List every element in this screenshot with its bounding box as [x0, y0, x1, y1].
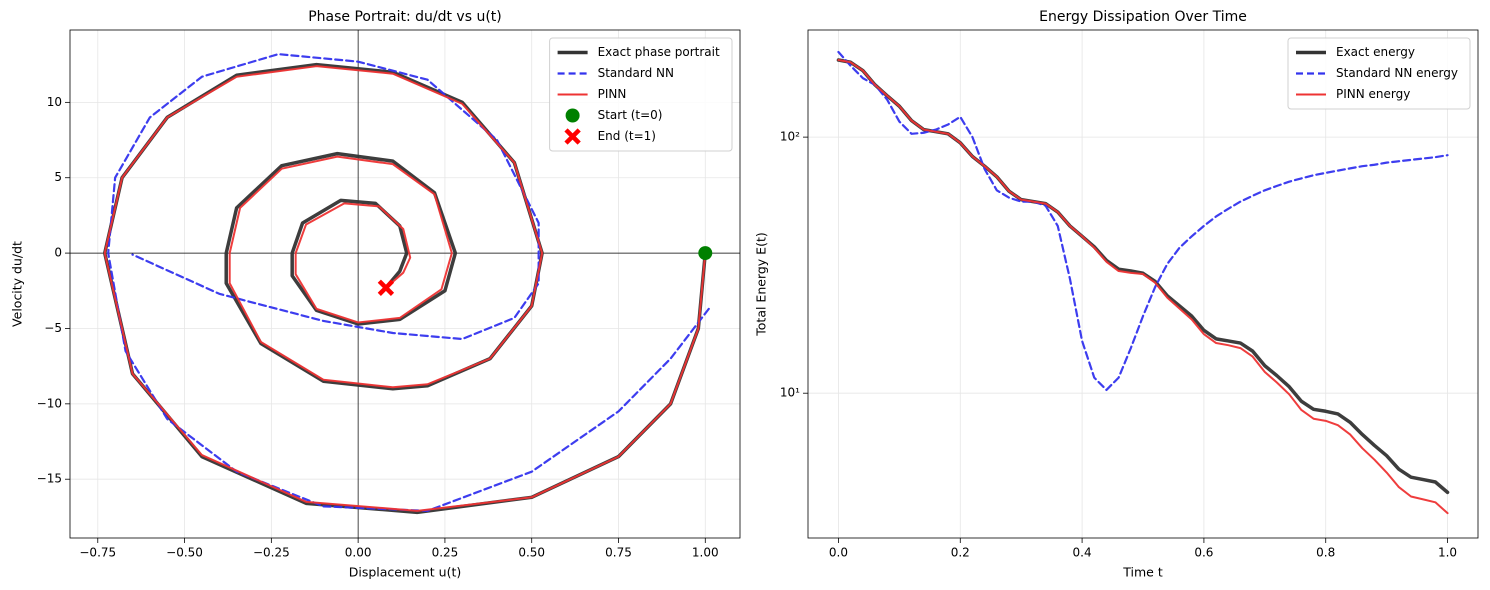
axes: 0.0 0.2 0.4 0.6 0.8 1.0 10¹ 10² [780, 30, 1478, 560]
x-axis-label: Displacement u(t) [349, 565, 461, 580]
y-tick-label: 5 [54, 170, 62, 184]
legend-swatch [565, 108, 580, 123]
x-axis-label: Time t [1122, 565, 1163, 580]
legend-label: PINN [598, 87, 627, 101]
end-marker [377, 279, 395, 296]
y-tick-label: 10² [780, 130, 800, 144]
legend-label: Standard NN [598, 66, 674, 80]
series-line [837, 59, 1449, 515]
plot-content [836, 50, 1450, 515]
y-axis-label: Velocity du/dt [10, 241, 25, 327]
y-tick-label: 10 [47, 95, 62, 109]
legend-label: Exact phase portrait [598, 45, 720, 59]
legend-box [1287, 37, 1471, 110]
legend-label: End (t=1) [598, 129, 656, 143]
legend: Exact phase portrait Standard NN PINN Start… [549, 37, 733, 152]
y-tick-label: −5 [44, 321, 62, 335]
y-tick-label: 10¹ [780, 386, 800, 400]
chart-title: Phase Portrait: du/dt vs u(t) [308, 9, 502, 25]
legend-label: Standard NN energy [1336, 66, 1458, 80]
x-tick-label: 0.4 [1073, 546, 1092, 560]
start-marker [698, 246, 713, 261]
legend-label: Exact energy [1336, 45, 1415, 59]
x-tick-label: −0.50 [166, 546, 203, 560]
x-tick-label: 0.00 [345, 546, 372, 560]
x-tick-label: 0.2 [951, 546, 970, 560]
axes-frame [69, 29, 741, 539]
x-tick-label: 0.8 [1316, 546, 1335, 560]
x-tick-label: 0.6 [1194, 546, 1213, 560]
plot-content [70, 30, 740, 538]
legend-box [549, 37, 733, 152]
series-line [107, 53, 710, 512]
legend: Exact energy Standard NN energy PINN energ… [1287, 37, 1471, 110]
x-tick-label: 0.0 [829, 546, 848, 560]
x-tick-label: 1.0 [1438, 546, 1457, 560]
x-tick-label: 0.75 [605, 546, 632, 560]
series-line [103, 65, 707, 512]
y-tick-label: 0 [54, 246, 62, 260]
x-tick-label: −0.25 [253, 546, 290, 560]
axes-frame [807, 29, 1479, 539]
legend-label: Start (t=0) [598, 108, 663, 122]
x-tick-label: 0.25 [432, 546, 459, 560]
x-tick-label: 0.50 [518, 546, 545, 560]
x-tick-label: 1.00 [692, 546, 719, 560]
series-line [837, 50, 1449, 392]
legend-label: PINN energy [1336, 87, 1410, 101]
x-tick-label: −0.75 [79, 546, 116, 560]
y-tick-label: −15 [37, 472, 62, 486]
chart-title: Energy Dissipation Over Time [1039, 9, 1247, 25]
y-tick-label: −10 [37, 396, 62, 410]
y-axis-label: Total Energy E(t) [754, 232, 769, 336]
legend-swatch [564, 128, 581, 145]
